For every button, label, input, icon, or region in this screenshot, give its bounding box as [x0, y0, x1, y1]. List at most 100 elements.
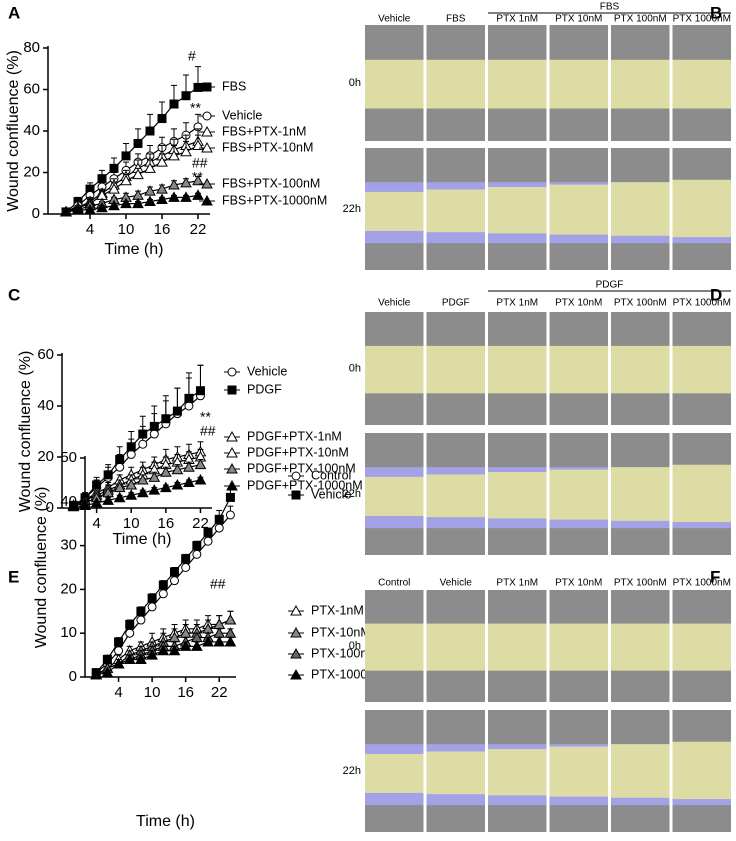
marker — [90, 668, 103, 680]
marker — [108, 183, 120, 194]
legend-marker — [226, 446, 238, 458]
x-tick-label: 16 — [154, 221, 171, 238]
x-tick-label: 22 — [192, 515, 209, 532]
column-label: Vehicle — [378, 14, 411, 25]
marker — [203, 536, 213, 546]
wound-area — [365, 753, 424, 793]
wound-area — [672, 464, 731, 523]
legend-marker — [290, 668, 302, 680]
y-tick-label: 60 — [23, 80, 40, 97]
wound-area — [426, 474, 485, 518]
legend-marker — [226, 479, 238, 491]
marker — [157, 644, 170, 656]
column-label: PTX 1nM — [496, 298, 538, 309]
marker — [224, 635, 237, 647]
wound-area — [426, 189, 485, 233]
marker — [96, 201, 108, 213]
marker — [183, 461, 195, 472]
column-label: PTX 10nM — [555, 14, 602, 25]
marker — [60, 205, 72, 217]
annotation: ** — [192, 169, 203, 185]
legend-label: Vehicle — [222, 108, 262, 122]
column-label: FBS — [446, 14, 466, 25]
wound-area — [426, 751, 485, 795]
marker — [169, 99, 179, 109]
marker — [103, 470, 113, 480]
marker — [120, 197, 132, 209]
y-tick-label: 20 — [37, 448, 54, 465]
wound-area — [672, 179, 731, 238]
annotation: # — [188, 48, 196, 64]
marker — [136, 606, 146, 616]
legend-marker — [201, 177, 213, 189]
wound-area — [365, 59, 424, 109]
legend-marker — [227, 367, 237, 377]
column-label: PTX 100nM — [614, 298, 667, 309]
marker — [183, 476, 195, 487]
marker — [192, 541, 202, 551]
panel-letter: A — [8, 3, 20, 22]
marker — [172, 406, 182, 416]
legend-marker — [226, 430, 238, 442]
marker — [180, 191, 192, 202]
marker — [180, 176, 192, 188]
marker — [138, 429, 148, 439]
legend-label: PTX-1nM — [311, 603, 364, 617]
y-tick-label: 80 — [23, 39, 40, 56]
marker — [184, 393, 194, 403]
marker — [120, 174, 132, 186]
y-axis-label: Wound confluence (%) — [5, 50, 22, 212]
marker — [195, 386, 205, 396]
wound-area — [611, 59, 670, 109]
wound-area — [549, 746, 608, 797]
marker — [144, 195, 156, 207]
wound-area — [672, 741, 731, 800]
marker — [180, 145, 192, 157]
wound-area — [549, 469, 608, 520]
marker — [158, 580, 168, 590]
column-label: PTX 10nM — [555, 578, 602, 589]
column-label: PDGF — [442, 298, 470, 309]
y-tick-label: 0 — [69, 668, 77, 685]
marker — [109, 163, 119, 173]
legend-label: Control — [311, 468, 351, 482]
marker — [101, 666, 114, 678]
row-label: 0h — [349, 362, 361, 374]
marker — [171, 479, 184, 490]
y-tick-label: 10 — [60, 624, 77, 641]
marker — [158, 589, 168, 599]
series-line — [65, 144, 199, 213]
wound-area — [611, 182, 670, 236]
column-label: PTX 1nM — [496, 14, 538, 25]
panel-letter: D — [710, 285, 722, 304]
annotation: ## — [192, 155, 208, 171]
legend-marker — [201, 125, 213, 137]
marker — [113, 481, 126, 493]
marker — [181, 91, 191, 101]
marker — [136, 486, 149, 498]
y-tick-label: 40 — [37, 397, 54, 414]
legend-label: FBS+PTX-1nM — [222, 124, 306, 138]
legend-marker — [201, 194, 213, 206]
marker — [149, 429, 159, 439]
marker — [149, 421, 159, 431]
legend-marker — [227, 385, 237, 395]
wound-area — [426, 59, 485, 109]
marker — [72, 203, 84, 215]
panel-letter: F — [710, 567, 720, 586]
legend-label: PTX-100nM — [311, 646, 378, 660]
marker — [67, 500, 80, 512]
marker — [191, 640, 203, 651]
marker — [214, 514, 224, 524]
marker — [214, 523, 224, 533]
wound-area — [549, 184, 608, 235]
annotation: ## — [210, 576, 226, 592]
column-label: Control — [378, 578, 410, 589]
marker — [194, 458, 207, 470]
y-axis-label: Wound confluence (%) — [17, 351, 34, 513]
x-tick-label: 16 — [158, 515, 175, 532]
y-tick-label: 0 — [46, 499, 54, 516]
legend-label: Vehicle — [247, 364, 287, 378]
marker — [148, 471, 161, 482]
